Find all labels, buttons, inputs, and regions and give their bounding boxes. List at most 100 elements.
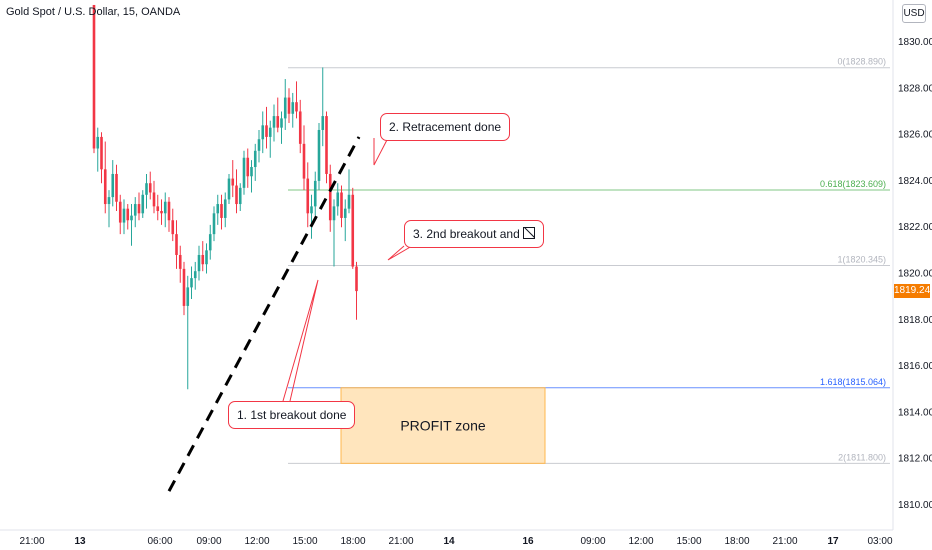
candle [261,111,265,154]
candle [216,194,220,225]
time-tick-label: 17 [827,536,839,547]
time-tick-label: 06:00 [147,536,172,547]
price-axis[interactable]: 1830.000 1828.000 1826.000 1824.000 1822.000… [898,37,932,511]
candle [212,206,216,242]
profit-zone[interactable]: PROFIT zone [340,387,546,464]
candle [111,160,115,207]
candle [96,127,100,172]
candle [347,169,351,214]
candle [205,243,208,274]
trendline[interactable] [167,136,361,492]
candle [280,111,283,144]
candle [328,164,332,232]
candle [92,4,96,154]
callout-pointers [282,137,413,402]
price-tick-label: 1822.000 [898,222,932,233]
candle [103,141,107,214]
candle [220,194,223,230]
candle [276,97,280,133]
callout-retracement[interactable]: 2. Retracement done [380,113,511,141]
candle [130,204,133,246]
candle [231,160,235,198]
time-tick-label: 13 [74,536,86,547]
candle [197,245,201,281]
candle [317,123,321,191]
candle [137,192,141,221]
candle [115,164,118,211]
callout-2-text: 2. Retracement done [389,120,502,134]
last-price-tag: 1819.240 [894,284,932,298]
candle [167,197,171,232]
callout-3-text: 3. 2nd breakout and [413,227,520,241]
time-tick-label: 18:00 [340,536,365,547]
time-tick-label: 14 [443,536,455,547]
candle [223,192,227,228]
candle [163,192,167,228]
candle [325,111,328,184]
time-tick-label: 12:00 [628,536,653,547]
candle [182,261,186,316]
candle [253,143,257,181]
candle [178,245,182,283]
candle [190,266,193,299]
candle [186,275,190,390]
time-axis[interactable]: 21:00 13 06:00 09:00 12:00 15:00 18:00 21:00 14 1… [19,536,892,547]
price-tick-label: 1812.000 [898,454,932,465]
time-tick-label: 21:00 [19,536,44,547]
candle [336,183,340,216]
candle [242,150,246,195]
candle [302,125,306,191]
time-tick-label: 15:00 [676,536,701,547]
candle [171,208,175,242]
currency-button[interactable]: USD [902,4,926,23]
fib-level-label: 0(1828.890) [837,57,886,67]
candles [92,4,358,390]
price-tick-label: 1824.000 [898,176,932,187]
candle [122,199,126,235]
candle [160,199,163,225]
candle [141,190,145,218]
candle [272,104,276,142]
callout-1-text: 1. 1st breakout done [237,408,347,422]
callout-pointer [282,279,319,402]
candle [238,183,242,211]
time-tick-label: 21:00 [772,536,797,547]
candle [107,190,111,228]
candle [208,224,212,260]
time-tick-label: 09:00 [580,536,605,547]
fib-level-label: 1.618(1815.064) [820,377,886,387]
candle [100,132,103,184]
chart-icon [522,227,535,239]
price-tick-label: 1818.000 [898,315,932,326]
callout-pointer [373,137,389,166]
candle [313,171,317,216]
candle [227,173,231,205]
callout-pointer [387,245,413,261]
candle [250,160,253,193]
price-tick-label: 1810.000 [898,500,932,511]
candle [355,261,358,320]
fib-level-label: 2(1811.800) [838,452,886,462]
candle [126,204,130,230]
candle [295,81,298,119]
time-tick-label: 09:00 [196,536,221,547]
candle [201,241,205,272]
price-tick-label: 1826.000 [898,130,932,141]
price-tick-label: 1820.000 [898,269,932,280]
candle [265,106,268,149]
price-tick-label: 1828.000 [898,83,932,94]
candle [321,67,325,147]
callout-2nd-breakout[interactable]: 3. 2nd breakout and [404,220,544,248]
candle [145,173,148,209]
callout-1st-breakout[interactable]: 1. 1st breakout done [228,401,356,429]
time-tick-label: 03:00 [867,536,892,547]
candle [156,194,160,221]
candle [287,88,291,124]
profit-zone-box[interactable] [340,387,546,464]
candle [310,194,313,239]
fib-level-label: 0.618(1823.609) [820,179,886,189]
candle [193,261,197,290]
profit-zone-label: PROFIT zone [400,418,486,434]
price-tick-label: 1816.000 [898,361,932,372]
